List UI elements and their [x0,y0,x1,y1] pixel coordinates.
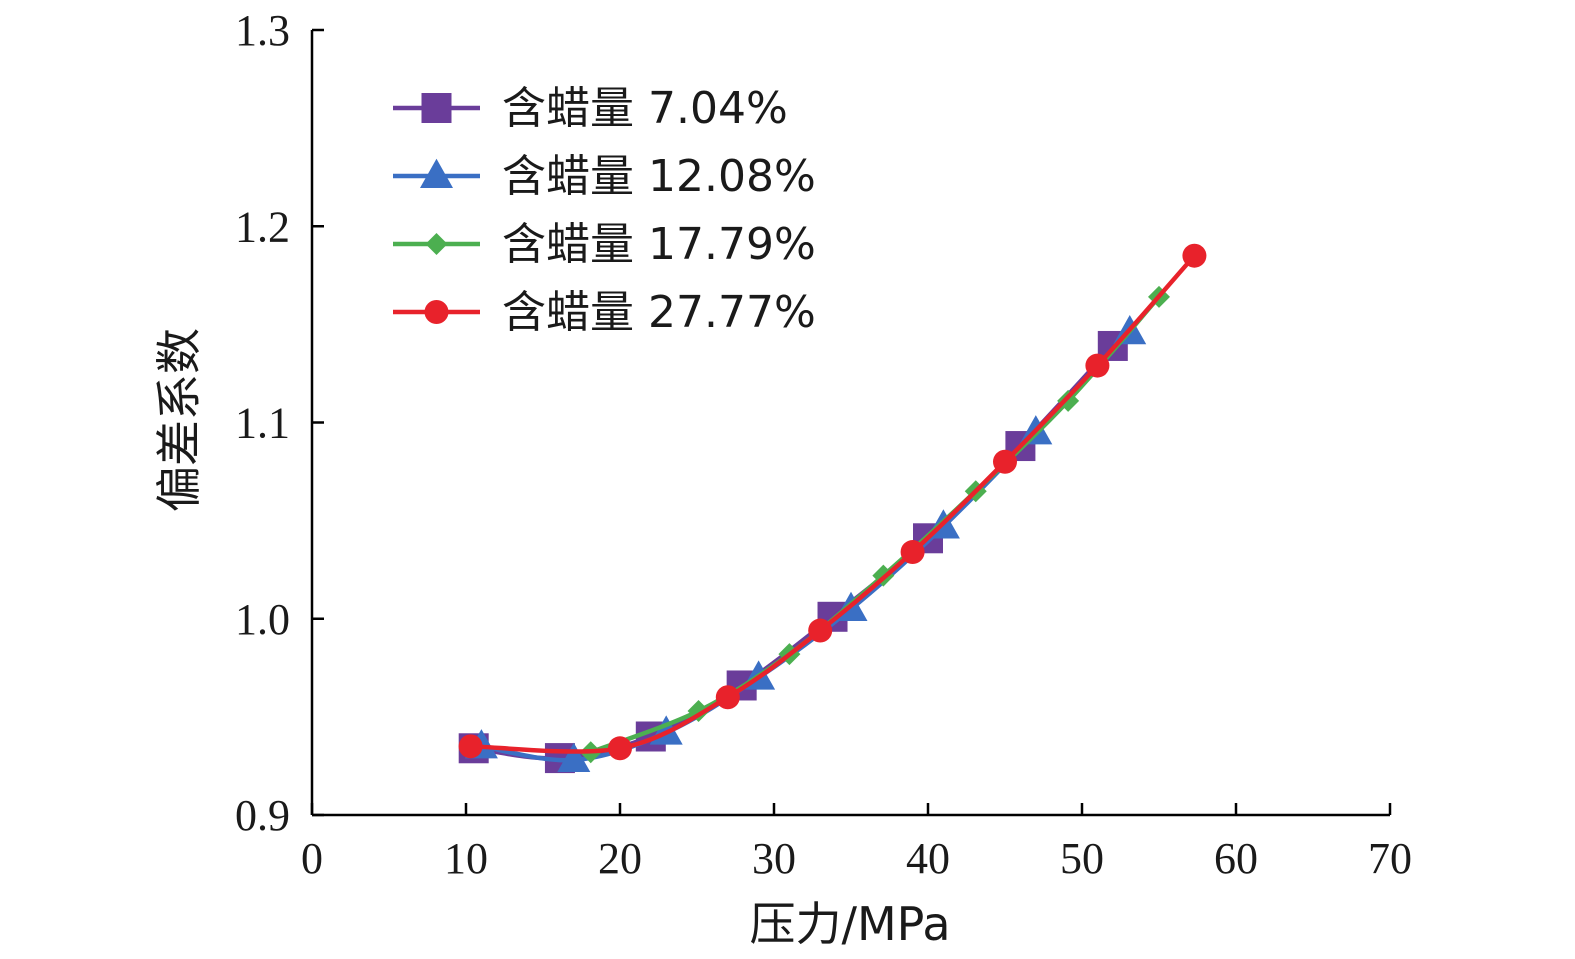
series-2 [464,314,1147,773]
y-tick-label: 1.3 [235,6,290,55]
legend-marker [425,233,448,255]
data-point [557,742,591,773]
legend-label: 含蜡量 27.77% [502,287,816,338]
data-point [993,449,1017,474]
series-line [481,330,1132,763]
legend-item: 含蜡量 7.04% [393,83,788,134]
x-tick-label: 20 [598,834,642,883]
y-tick-label: 1.0 [235,595,290,644]
y-tick-label: 1.2 [235,202,290,251]
data-point [900,540,925,565]
axes: 0 10 20 30 40 50 60 70 0.9 1.0 1.1 1.2 1.3 [235,6,1412,883]
x-tick-label: 60 [1214,834,1258,883]
y-tick-label: 1.1 [235,399,290,448]
series-4 [458,243,1207,761]
series-1 [458,330,1128,774]
data-point [608,736,632,761]
data-point [1057,389,1080,412]
x-axis-label: 压力/MPa [749,897,950,951]
x-tick-label: 30 [752,834,796,883]
series-layer [458,243,1207,774]
legend-item: 含蜡量 17.79% [393,219,816,270]
series-line [589,295,1161,755]
x-tick-label: 50 [1060,834,1104,883]
legend-marker [421,93,452,123]
series-line [473,344,1115,761]
legend-marker [424,300,449,324]
data-point [808,618,833,643]
data-point [1085,353,1110,378]
data-point [715,685,740,710]
x-tick-label: 10 [444,834,488,883]
x-tick-label: 40 [906,834,950,883]
x-tick-label: 70 [1368,834,1412,883]
legend-label: 含蜡量 12.08% [502,151,816,202]
legend-label: 含蜡量 17.79% [502,219,816,270]
legend-item: 含蜡量 12.08% [393,151,816,202]
data-point [458,734,483,759]
legend: 含蜡量 7.04% 含蜡量 12.08% 含蜡量 17.79% 含蜡量 27.77% [393,83,816,338]
legend-label: 含蜡量 7.04% [502,83,788,134]
y-tick-label: 0.9 [235,791,290,840]
data-point [1182,243,1207,268]
x-tick-label: 0 [301,834,323,883]
legend-item: 含蜡量 27.77% [393,287,816,338]
legend-marker [420,158,453,188]
series-3 [579,285,1170,764]
y-axis-label: 偏差系数 [152,328,206,512]
